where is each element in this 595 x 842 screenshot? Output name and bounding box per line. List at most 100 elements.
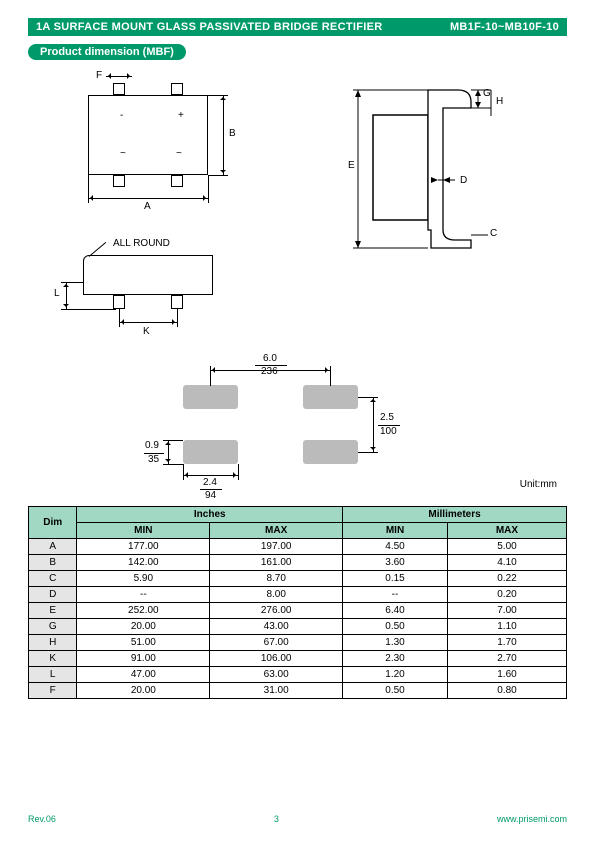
dim-ext <box>61 309 116 310</box>
table-row: F20.0031.000.500.80 <box>29 683 567 699</box>
revision: Rev.06 <box>28 814 56 824</box>
dim-H-label: H <box>496 96 503 107</box>
table-cell: 2.30 <box>343 651 448 667</box>
minus-mark: - <box>120 110 123 121</box>
dimension-table: Dim Inches Millimeters MIN MAX MIN MAX A… <box>28 506 567 699</box>
table-cell: A <box>29 539 77 555</box>
table-row: B142.00161.003.604.10 <box>29 555 567 571</box>
dim-ext <box>330 366 331 386</box>
table-cell: F <box>29 683 77 699</box>
table-cell: L <box>29 667 77 683</box>
page-title-bar: 1A SURFACE MOUNT GLASS PASSIVATED BRIDGE… <box>28 18 567 36</box>
dim-ext <box>163 440 183 441</box>
dim-ext <box>238 464 239 480</box>
th-dim: Dim <box>29 507 77 539</box>
table-cell: 0.50 <box>343 619 448 635</box>
dim-B <box>223 95 224 175</box>
table-cell: 3.60 <box>343 555 448 571</box>
table-row: K91.00106.002.302.70 <box>29 651 567 667</box>
dim-L <box>66 282 67 309</box>
dim-ext <box>183 464 184 480</box>
table-cell: -- <box>343 587 448 603</box>
table-cell: K <box>29 651 77 667</box>
footer-url: www.prisemi.com <box>497 814 567 824</box>
table-cell: 4.10 <box>447 555 566 571</box>
table-cell: 8.70 <box>210 571 343 587</box>
table-cell: H <box>29 635 77 651</box>
table-cell: 63.00 <box>210 667 343 683</box>
table-cell: 91.00 <box>77 651 210 667</box>
dim-G-label: G <box>483 88 491 99</box>
dim-ext <box>210 366 211 386</box>
pad <box>183 440 238 464</box>
lead <box>113 83 125 95</box>
section-header: Product dimension (MBF) <box>28 44 186 60</box>
table-cell: 276.00 <box>210 603 343 619</box>
table-cell: 51.00 <box>77 635 210 651</box>
table-cell: 6.40 <box>343 603 448 619</box>
tilde-mark: ~ <box>120 148 126 159</box>
dim-ext <box>88 175 89 203</box>
dim-F <box>106 76 132 77</box>
table-cell: 0.80 <box>447 683 566 699</box>
diagram-area: - + ~ ~ F A B ALL ROUND L K <box>28 70 567 500</box>
table-cell: B <box>29 555 77 571</box>
table-row: L47.0063.001.201.60 <box>29 667 567 683</box>
dim-ext <box>208 175 209 203</box>
dim-ext <box>119 309 120 327</box>
dim-ext <box>358 397 378 398</box>
pad-t-mil: 35 <box>148 454 159 465</box>
table-cell: 8.00 <box>210 587 343 603</box>
dim-ext <box>61 282 83 283</box>
table-row: C5.908.700.150.22 <box>29 571 567 587</box>
pad-t-val: 0.9 <box>145 440 159 451</box>
table-cell: 1.30 <box>343 635 448 651</box>
pad <box>183 385 238 409</box>
dim-ext <box>358 452 378 453</box>
dim-B-label: B <box>229 128 236 139</box>
page-footer: Rev.06 3 www.prisemi.com <box>28 814 567 824</box>
table-cell: 142.00 <box>77 555 210 571</box>
pad-h-val: 2.5 <box>380 412 394 423</box>
table-cell: 47.00 <box>77 667 210 683</box>
table-cell: 20.00 <box>77 683 210 699</box>
lead <box>113 175 125 187</box>
table-cell: 5.00 <box>447 539 566 555</box>
table-cell: 0.50 <box>343 683 448 699</box>
package-top-view <box>88 95 208 175</box>
table-cell: 0.20 <box>447 587 566 603</box>
table-cell: 20.00 <box>77 619 210 635</box>
table-cell: C <box>29 571 77 587</box>
table-cell: 2.70 <box>447 651 566 667</box>
th-max: MAX <box>210 523 343 539</box>
pad-h-mil: 100 <box>380 426 397 437</box>
lead-side <box>113 295 125 309</box>
dim-ext <box>163 464 183 465</box>
lead-side <box>171 295 183 309</box>
table-cell: 252.00 <box>77 603 210 619</box>
dim-ext <box>208 95 228 96</box>
part-range: MB1F-10~MB10F-10 <box>450 21 559 33</box>
dim-E-label: E <box>348 160 355 171</box>
table-cell: D <box>29 587 77 603</box>
lead <box>171 83 183 95</box>
dim-ext <box>177 309 178 327</box>
dim-ext <box>208 175 228 176</box>
table-cell: 43.00 <box>210 619 343 635</box>
table-row: H51.0067.001.301.70 <box>29 635 567 651</box>
page-title: 1A SURFACE MOUNT GLASS PASSIVATED BRIDGE… <box>36 21 382 33</box>
all-round-label: ALL ROUND <box>113 238 170 249</box>
table-cell: 0.15 <box>343 571 448 587</box>
pad-h-dim <box>373 397 374 452</box>
pad <box>303 385 358 409</box>
table-row: D--8.00--0.20 <box>29 587 567 603</box>
table-cell: 1.60 <box>447 667 566 683</box>
pad-w-mil: 236 <box>261 366 278 377</box>
th-mm: Millimeters <box>343 507 567 523</box>
plus-mark: + <box>178 110 184 121</box>
table-cell: 0.22 <box>447 571 566 587</box>
table-cell: 5.90 <box>77 571 210 587</box>
table-cell: E <box>29 603 77 619</box>
table-cell: 106.00 <box>210 651 343 667</box>
th-min: MIN <box>77 523 210 539</box>
